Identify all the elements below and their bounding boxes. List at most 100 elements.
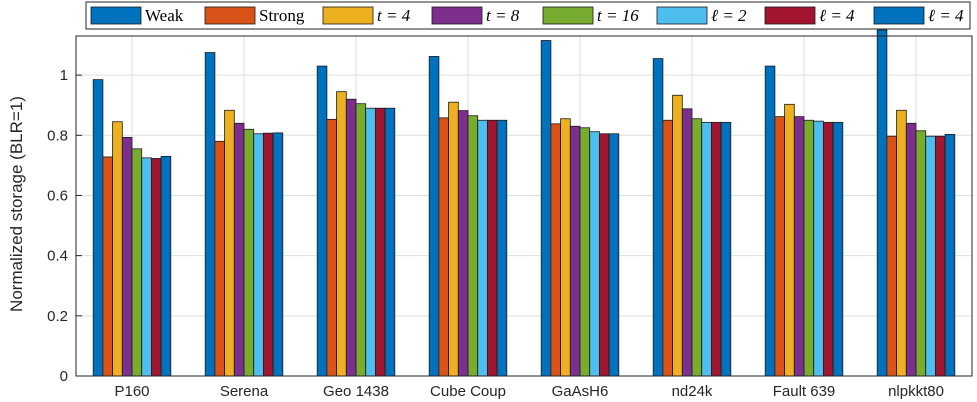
legend-swatch (322, 6, 374, 25)
bar-nlpkkt80-series-7 (944, 133, 956, 377)
bar-Fault_639-series-5 (813, 120, 824, 377)
legend: Weak Strong t = 4 t = 8 t = 16 ℓ = 2 ℓ = 4 ℓ = … (85, 1, 971, 30)
bar-GaAsH6-series-1 (550, 123, 562, 377)
y-tick-label: 0 (60, 368, 68, 385)
legend-swatch (431, 6, 483, 25)
bar-GaAsH6-series-6 (599, 133, 610, 377)
bar-nd24k-series-7 (720, 121, 732, 377)
bar-nlpkkt80-series-4 (915, 130, 927, 377)
legend-label: Weak (145, 6, 184, 25)
bar-Geo_1438-series-4 (355, 103, 367, 377)
bar-nd24k-series-6 (711, 121, 722, 377)
legend-swatch (764, 6, 816, 25)
bar-Serena-series-3 (233, 122, 245, 377)
x-category-label: nlpkkt80 (888, 383, 944, 400)
legend-label: ℓ = 2 (711, 6, 747, 25)
bar-Cube_Coup-series-4 (467, 115, 479, 377)
bar-Geo_1438-series-5 (365, 107, 376, 377)
bar-P160-series-7 (160, 155, 172, 377)
legend-label: t = 16 (597, 6, 639, 25)
legend-label: ℓ = 4 (819, 6, 855, 25)
x-category-label: nd24k (672, 383, 713, 400)
bar-Fault_639-series-0 (764, 65, 776, 377)
y-tick-label: 0.8 (47, 127, 68, 144)
bar-Geo_1438-series-7 (384, 107, 396, 377)
bar-nd24k-series-4 (691, 118, 703, 377)
bar-Serena-series-2 (224, 109, 235, 377)
bar-Cube_Coup-series-5 (477, 119, 488, 377)
bar-P160-series-4 (131, 148, 143, 377)
bar-Serena-series-7 (272, 132, 284, 377)
x-category-label: Fault 639 (773, 383, 836, 400)
bar-Fault_639-series-2 (784, 103, 795, 377)
bar-GaAsH6-series-4 (579, 127, 591, 377)
bar-Fault_639-series-1 (774, 116, 786, 377)
bar-Geo_1438-series-6 (374, 107, 386, 377)
legend-swatch (542, 6, 594, 25)
bar-Serena-series-1 (214, 140, 225, 377)
bar-Cube_Coup-series-1 (438, 117, 449, 377)
bar-Fault_639-series-6 (823, 121, 834, 377)
bar-P160-series-2 (112, 121, 123, 377)
bar-nd24k-series-5 (701, 121, 712, 377)
bars (92, 29, 956, 377)
bar-P160-series-1 (102, 156, 114, 377)
y-tick-label: 0.2 (47, 308, 68, 325)
bar-Cube_Coup-series-2 (448, 101, 459, 377)
bar-P160-series-6 (150, 158, 162, 377)
bar-Cube_Coup-series-6 (486, 119, 498, 377)
bar-nd24k-series-1 (662, 119, 674, 377)
bar-Cube_Coup-series-3 (457, 110, 469, 377)
bar-Fault_639-series-4 (803, 119, 815, 377)
bar-Cube_Coup-series-0 (428, 56, 440, 377)
legend-label: Strong (259, 6, 305, 25)
bar-nd24k-series-3 (681, 108, 693, 377)
bar-nd24k-series-0 (652, 58, 664, 377)
bar-nlpkkt80-series-6 (935, 135, 946, 377)
bar-nlpkkt80-series-5 (925, 135, 936, 377)
y-axis-title: Normalized storage (BLR=1) (7, 96, 26, 312)
legend-label: ℓ = 4 (928, 6, 964, 25)
bar-Fault_639-series-7 (832, 121, 844, 377)
bar-Serena-series-6 (262, 132, 274, 377)
legend-swatch (656, 6, 708, 25)
bar-P160-series-0 (92, 79, 104, 377)
bar-Geo_1438-series-3 (345, 98, 357, 377)
bar-GaAsH6-series-5 (589, 131, 600, 377)
y-tick-label: 0.6 (47, 187, 68, 204)
bar-P160-series-5 (141, 157, 152, 377)
bar-GaAsH6-series-0 (540, 40, 552, 377)
bar-nd24k-series-2 (672, 94, 683, 377)
y-tick-label: 0.4 (47, 248, 68, 265)
plot-area-frame (75, 35, 973, 377)
bar-GaAsH6-series-3 (569, 125, 581, 377)
x-axis-category-labels: P160 Serena Geo 1438 Cube Coup GaAsH6 nd24k Fa… (114, 383, 943, 400)
bar-Fault_639-series-3 (793, 116, 805, 377)
y-axis-ticks: 0 0.2 0.4 0.6 0.8 1 (47, 67, 82, 385)
bar-GaAsH6-series-2 (560, 118, 571, 377)
bar-Cube_Coup-series-7 (496, 119, 508, 377)
bar-GaAsH6-series-7 (608, 133, 620, 377)
x-category-label: P160 (114, 383, 149, 400)
bar-nlpkkt80-series-1 (886, 135, 898, 377)
legend-label: t = 8 (486, 6, 520, 25)
bar-Serena-series-4 (243, 128, 255, 377)
legend-swatch (204, 6, 256, 25)
x-category-label: Serena (220, 383, 269, 400)
bar-Geo_1438-series-2 (336, 91, 347, 377)
bar-Geo_1438-series-0 (316, 65, 328, 377)
bar-P160-series-3 (121, 136, 133, 377)
y-tick-label: 1 (60, 67, 68, 84)
bar-Serena-series-5 (253, 133, 264, 377)
bar-nlpkkt80-series-2 (896, 109, 907, 377)
bar-nlpkkt80-series-3 (905, 122, 917, 377)
bar-Serena-series-0 (204, 52, 216, 377)
bar-nlpkkt80-series-0 (876, 29, 888, 377)
legend-swatch (873, 6, 925, 25)
bar-Geo_1438-series-1 (326, 118, 337, 377)
x-category-label: Geo 1438 (323, 383, 389, 400)
legend-label: t = 4 (377, 6, 411, 25)
legend-swatch (90, 6, 142, 25)
x-category-label: Cube Coup (430, 383, 506, 400)
